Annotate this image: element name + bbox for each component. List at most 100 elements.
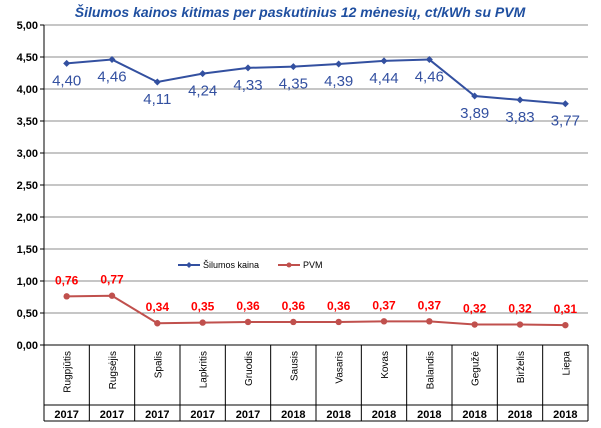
- data-point: [380, 318, 388, 325]
- series-1: 0,76 0,77 0,34 0,35 0,36 0,36 0,36 0,37 0,37 0,32…: [55, 273, 577, 329]
- y-tick-label: 3,00: [17, 148, 38, 160]
- category-label: Balandis: [425, 351, 436, 389]
- series-layer: 4,40 4,46 4,11 4,24 4,33 4,35 4,39 4,44 4,46 3,89…: [52, 56, 580, 329]
- y-tick-label: 5,00: [17, 20, 38, 32]
- data-label: 4,46: [415, 69, 444, 86]
- data-label: 4,46: [97, 69, 126, 86]
- data-point: [471, 92, 479, 100]
- data-point: [335, 318, 342, 326]
- category-label: Kovas: [380, 351, 391, 379]
- y-tick-label: 1,50: [17, 244, 38, 256]
- data-point: [335, 60, 343, 68]
- data-label: 0,37: [372, 298, 396, 312]
- data-label: 0,36: [282, 299, 306, 313]
- legend-item: PVM: [278, 260, 323, 270]
- legend-marker: [286, 262, 292, 268]
- year-label: 2017: [236, 409, 260, 421]
- data-label: 0,31: [554, 302, 578, 316]
- year-label: 2018: [372, 409, 396, 421]
- year-label: 2017: [100, 409, 124, 421]
- data-point: [561, 100, 569, 108]
- data-label: 4,33: [233, 77, 262, 94]
- data-point: [244, 318, 252, 326]
- year-label: 2017: [145, 409, 169, 421]
- data-point: [425, 56, 433, 64]
- y-axis: 0,00 0,50 1,00 1,50 2,00 2,50 3,00 3,50 4,00 4,50…: [17, 20, 45, 352]
- legend-label: Šilumos kaina: [203, 260, 259, 270]
- legend: Šilumos kaina PVM: [178, 260, 323, 270]
- y-tick-label: 4,00: [17, 84, 38, 96]
- data-point: [380, 57, 388, 65]
- data-point: [154, 320, 161, 327]
- legend-item: Šilumos kaina: [178, 260, 259, 270]
- data-point: [199, 70, 207, 78]
- x-axis: Rugpjūtis 2017 Rugsėjis 2017 Spalis 2017 Lapkr…: [43, 344, 589, 422]
- data-label: 3,89: [460, 105, 489, 122]
- data-point: [63, 293, 70, 300]
- data-label: 4,44: [369, 70, 398, 87]
- data-point: [562, 321, 569, 329]
- year-label: 2017: [190, 409, 214, 421]
- category-label: Gegužė: [471, 351, 482, 386]
- data-label: 0,32: [463, 302, 487, 316]
- category-label: Liepa: [561, 351, 572, 376]
- category-label: Gruodis: [244, 351, 255, 386]
- data-label: 0,34: [146, 300, 170, 314]
- data-point: [63, 59, 71, 67]
- category-label: Lapkritis: [199, 351, 210, 388]
- data-point: [426, 318, 433, 325]
- category-label: Rugpjūtis: [63, 351, 74, 393]
- data-point: [153, 78, 161, 86]
- data-label: 3,83: [505, 109, 534, 126]
- data-label: 0,35: [191, 300, 215, 314]
- data-label: 3,77: [551, 113, 580, 130]
- category-label: Spalis: [153, 351, 164, 378]
- category-label: Birželis: [516, 351, 527, 383]
- grid: [44, 24, 588, 346]
- data-label: 4,40: [52, 72, 81, 89]
- year-label: 2018: [326, 409, 350, 421]
- year-label: 2018: [553, 409, 577, 421]
- year-label: 2018: [508, 409, 532, 421]
- data-point: [516, 96, 524, 104]
- category-label: Rugsėjis: [108, 351, 119, 389]
- y-tick-label: 0,00: [17, 340, 38, 352]
- data-label: 4,39: [324, 73, 353, 90]
- data-label: 0,36: [327, 299, 351, 313]
- data-label: 0,36: [236, 299, 260, 313]
- data-point: [244, 64, 252, 72]
- data-label: 4,11: [143, 91, 171, 108]
- data-point: [290, 318, 297, 326]
- legend-marker: [186, 262, 192, 268]
- data-point: [108, 56, 116, 64]
- data-point: [471, 321, 478, 328]
- data-label: 0,76: [55, 273, 79, 287]
- chart-title: Šilumos kainos kitimas per paskutinius 1…: [75, 3, 526, 20]
- series-line: [66, 58, 566, 105]
- data-point: [516, 321, 524, 328]
- legend-label: PVM: [303, 260, 323, 270]
- y-tick-label: 0,50: [17, 308, 38, 320]
- data-point: [289, 63, 297, 71]
- year-label: 2018: [417, 409, 441, 421]
- data-point: [108, 292, 116, 299]
- data-label: 0,32: [508, 302, 532, 316]
- data-label: 4,35: [279, 76, 308, 93]
- y-tick-label: 4,50: [17, 52, 38, 64]
- series-0: 4,40 4,46 4,11 4,24 4,33 4,35 4,39 4,44 4,46 3,89…: [52, 56, 580, 130]
- category-label: Vasaris: [335, 351, 346, 384]
- y-tick-label: 2,00: [17, 212, 38, 224]
- year-label: 2017: [54, 409, 78, 421]
- data-label: 0,77: [100, 273, 124, 287]
- category-label: Sausis: [289, 351, 300, 381]
- series-line: [66, 294, 566, 327]
- y-tick-label: 3,50: [17, 116, 38, 128]
- y-tick-label: 2,50: [17, 180, 38, 192]
- y-tick-label: 1,00: [17, 276, 38, 288]
- year-label: 2018: [281, 409, 305, 421]
- year-label: 2018: [462, 409, 486, 421]
- data-point: [199, 319, 206, 326]
